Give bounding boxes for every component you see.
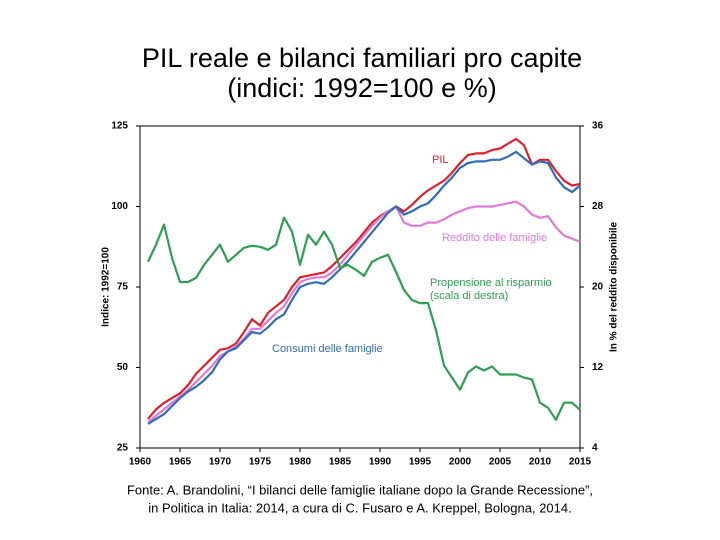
chart-subtitle: (indici: 1992=100 e %) [227, 73, 496, 103]
series-note: (scala di destra) [430, 290, 508, 302]
x-tick-label: 1990 [369, 457, 392, 468]
source-note: Fonte: A. Brandolini, “I bilanci delle f… [127, 482, 593, 497]
y-tick-label: 75 [117, 282, 129, 293]
y2-tick-label: 4 [592, 443, 598, 454]
x-tick-label: 2000 [449, 457, 472, 468]
x-tick-label: 1985 [329, 457, 352, 468]
series-label: Consumi delle famiglie [272, 343, 383, 355]
y-tick-label: 100 [111, 201, 128, 212]
y2-axis-title: In % del reddito disponibile [609, 222, 620, 352]
y-tick-label: 125 [111, 121, 128, 132]
y2-tick-label: 12 [592, 362, 604, 373]
series-line [147, 200, 581, 424]
y2-tick-label: 28 [592, 201, 604, 212]
chart-title: PIL reale e bilanci familiari pro capite [142, 43, 582, 73]
y-tick-label: 25 [117, 443, 129, 454]
y2-tick-label: 36 [592, 121, 604, 132]
series-line [147, 150, 581, 425]
x-tick-label: 1995 [409, 457, 432, 468]
series-label: PIL [432, 154, 449, 166]
x-tick-label: 2015 [569, 457, 592, 468]
series-line [147, 216, 581, 421]
x-tick-label: 1965 [169, 457, 192, 468]
x-tick-label: 1975 [249, 457, 272, 468]
series-label: Propensione al risparmio [430, 277, 552, 289]
x-tick-label: 2010 [529, 457, 552, 468]
x-tick-label: 1960 [129, 457, 152, 468]
y-axis-title: Indice: 1992=100 [101, 247, 112, 327]
x-tick-label: 1970 [209, 457, 232, 468]
series-label: Reddito delle famiglie [442, 232, 547, 244]
y-tick-label: 50 [117, 362, 129, 373]
series-line [147, 137, 581, 420]
source-note: in Politica in Italia: 2014, a cura di C… [148, 500, 571, 515]
y2-tick-label: 20 [592, 282, 604, 293]
x-tick-label: 2005 [489, 457, 512, 468]
x-tick-label: 1980 [289, 457, 312, 468]
